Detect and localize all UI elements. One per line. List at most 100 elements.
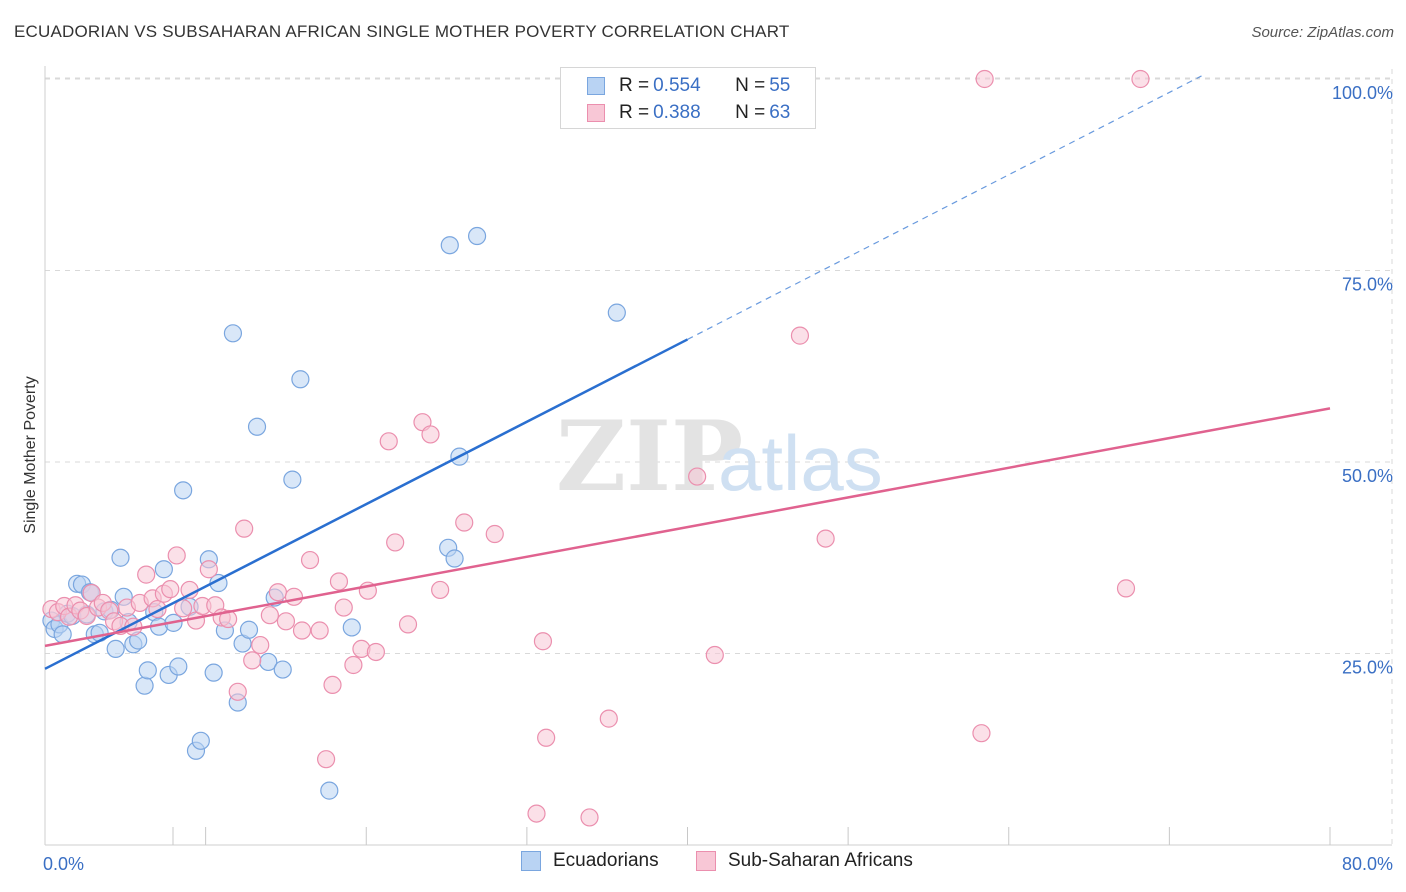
ecuadorian-point: [291, 370, 310, 389]
x-tick-label: 80.0%: [1342, 854, 1393, 874]
points-layer: [42, 69, 1150, 827]
legend: R = 0.554 N = 55 R = 0.388 N = 63: [560, 67, 816, 129]
subsaharan-point: [1131, 69, 1150, 89]
legend-r-value: 0.388: [653, 102, 701, 123]
y-tick-label: 50.0%: [1342, 466, 1393, 486]
subsaharan-point: [334, 598, 353, 617]
subsaharan-point: [421, 425, 440, 444]
subsaharan-point: [243, 651, 262, 670]
subsaharan-point: [533, 632, 553, 651]
subsaharan-point: [972, 724, 991, 743]
ecuadorian-point: [106, 639, 125, 659]
subsaharan-point: [580, 808, 599, 827]
ecuadorian-point: [223, 324, 243, 343]
ecuadorian-point: [607, 303, 626, 322]
ecuadorian-point: [135, 676, 154, 695]
subsaharan-point: [537, 728, 556, 747]
ecuadorian-trend-line: [44, 338, 689, 670]
ecuadorian-point: [174, 481, 193, 500]
ecuadorian-point: [273, 660, 292, 679]
subsaharan-point: [316, 750, 336, 769]
y-tick-label: 75.0%: [1342, 275, 1393, 295]
y-axis-label: Single Mother Poverty: [22, 376, 39, 534]
subsaharan-point: [688, 467, 707, 486]
legend-r-label: R =: [619, 75, 650, 96]
subsaharan-point: [219, 609, 238, 629]
subsaharan-point: [329, 572, 349, 591]
tick-label-layer: 25.0% 50.0% 75.0% 100.0% 0.0% 80.0%: [43, 83, 1393, 874]
subsaharan-point: [300, 550, 320, 570]
ecuadorian-point: [342, 618, 361, 637]
subsaharan-point: [284, 587, 304, 606]
ecuadorian-point: [247, 417, 267, 436]
ecuadorian-point: [467, 226, 487, 246]
subsaharan-point: [527, 804, 546, 823]
legend-r-label: R =: [619, 102, 650, 123]
subsaharan-point: [398, 615, 418, 634]
subsaharan-point: [292, 621, 312, 640]
y-tick-label: 100.0%: [1332, 83, 1393, 103]
subsaharan-point: [1116, 579, 1136, 598]
subsaharan-point: [485, 524, 504, 544]
subsaharan-point: [137, 565, 156, 584]
x-tick-label: 0.0%: [43, 854, 84, 874]
legend-n-value: 63: [769, 102, 791, 123]
legend-n-label: N =: [735, 75, 766, 96]
legend-n-value: 55: [769, 75, 791, 96]
trend-layer: [44, 75, 1331, 670]
subsaharan-point: [790, 326, 810, 345]
bottom-legend-ecuadorians: Ecuadorians: [521, 850, 659, 872]
legend-n-label: N =: [735, 102, 766, 123]
subsaharan-point: [228, 682, 247, 701]
ecuadorian-point: [169, 657, 188, 676]
bottom-legend-subsaharan: Sub-Saharan Africans: [696, 850, 913, 872]
legend-swatch-blue: [587, 77, 605, 95]
subsaharan-point: [161, 580, 180, 599]
subsaharan-point: [975, 69, 994, 89]
subsaharan-point: [268, 583, 288, 602]
ecuadorian-point: [320, 781, 339, 800]
legend-r-value: 0.554: [653, 75, 701, 96]
subsaharan-point: [366, 642, 385, 662]
ecuadorian-point: [445, 549, 464, 568]
legend-swatch-blue: [521, 851, 541, 871]
subsaharan-point: [260, 606, 279, 625]
chart-title: ECUADORIAN VS SUBSAHARAN AFRICAN SINGLE …: [14, 22, 790, 41]
legend-swatch-pink: [696, 851, 716, 871]
subsaharan-point: [199, 560, 218, 579]
subsaharan-point: [310, 621, 329, 640]
subsaharan-point: [167, 546, 186, 565]
ecuadorian-trend-extension: [687, 75, 1202, 340]
ecuadorian-point: [204, 663, 223, 682]
subsaharan-point: [174, 599, 193, 618]
subsaharan-point: [235, 519, 254, 538]
subsaharan-point: [705, 645, 724, 665]
ecuadorian-point: [111, 548, 130, 567]
ecuadorian-point: [191, 731, 210, 750]
y-tick-label: 25.0%: [1342, 658, 1393, 678]
ecuadorian-point: [283, 470, 302, 489]
subsaharan-point: [599, 709, 618, 728]
bottom-legend: Ecuadorians Sub-Saharan Africans: [0, 850, 1406, 878]
subsaharan-point: [455, 513, 474, 532]
subsaharan-point: [276, 612, 296, 631]
axis-layer: [44, 66, 1392, 846]
source-label: Source: ZipAtlas.com: [1251, 24, 1394, 41]
subsaharan-point: [323, 675, 342, 695]
watermark: ZIP atlas: [556, 400, 883, 513]
watermark-zip: ZIP: [556, 400, 743, 513]
ecuadorian-point: [138, 661, 157, 680]
bottom-legend-label: Sub-Saharan Africans: [728, 850, 913, 871]
subsaharan-point: [816, 529, 835, 548]
subsaharan-point: [431, 580, 450, 600]
legend-row-subsaharan: R = 0.388 N = 63: [587, 101, 790, 125]
legend-swatch-pink: [587, 104, 605, 122]
legend-row-ecuadorians: R = 0.554 N = 55: [587, 74, 790, 98]
ecuadorian-point: [440, 236, 459, 255]
subsaharan-point: [386, 533, 405, 552]
ecuadorian-point: [239, 620, 259, 639]
watermark-atlas: atlas: [718, 419, 883, 507]
ecuadorian-point: [154, 560, 173, 579]
subsaharan-point: [344, 655, 363, 675]
